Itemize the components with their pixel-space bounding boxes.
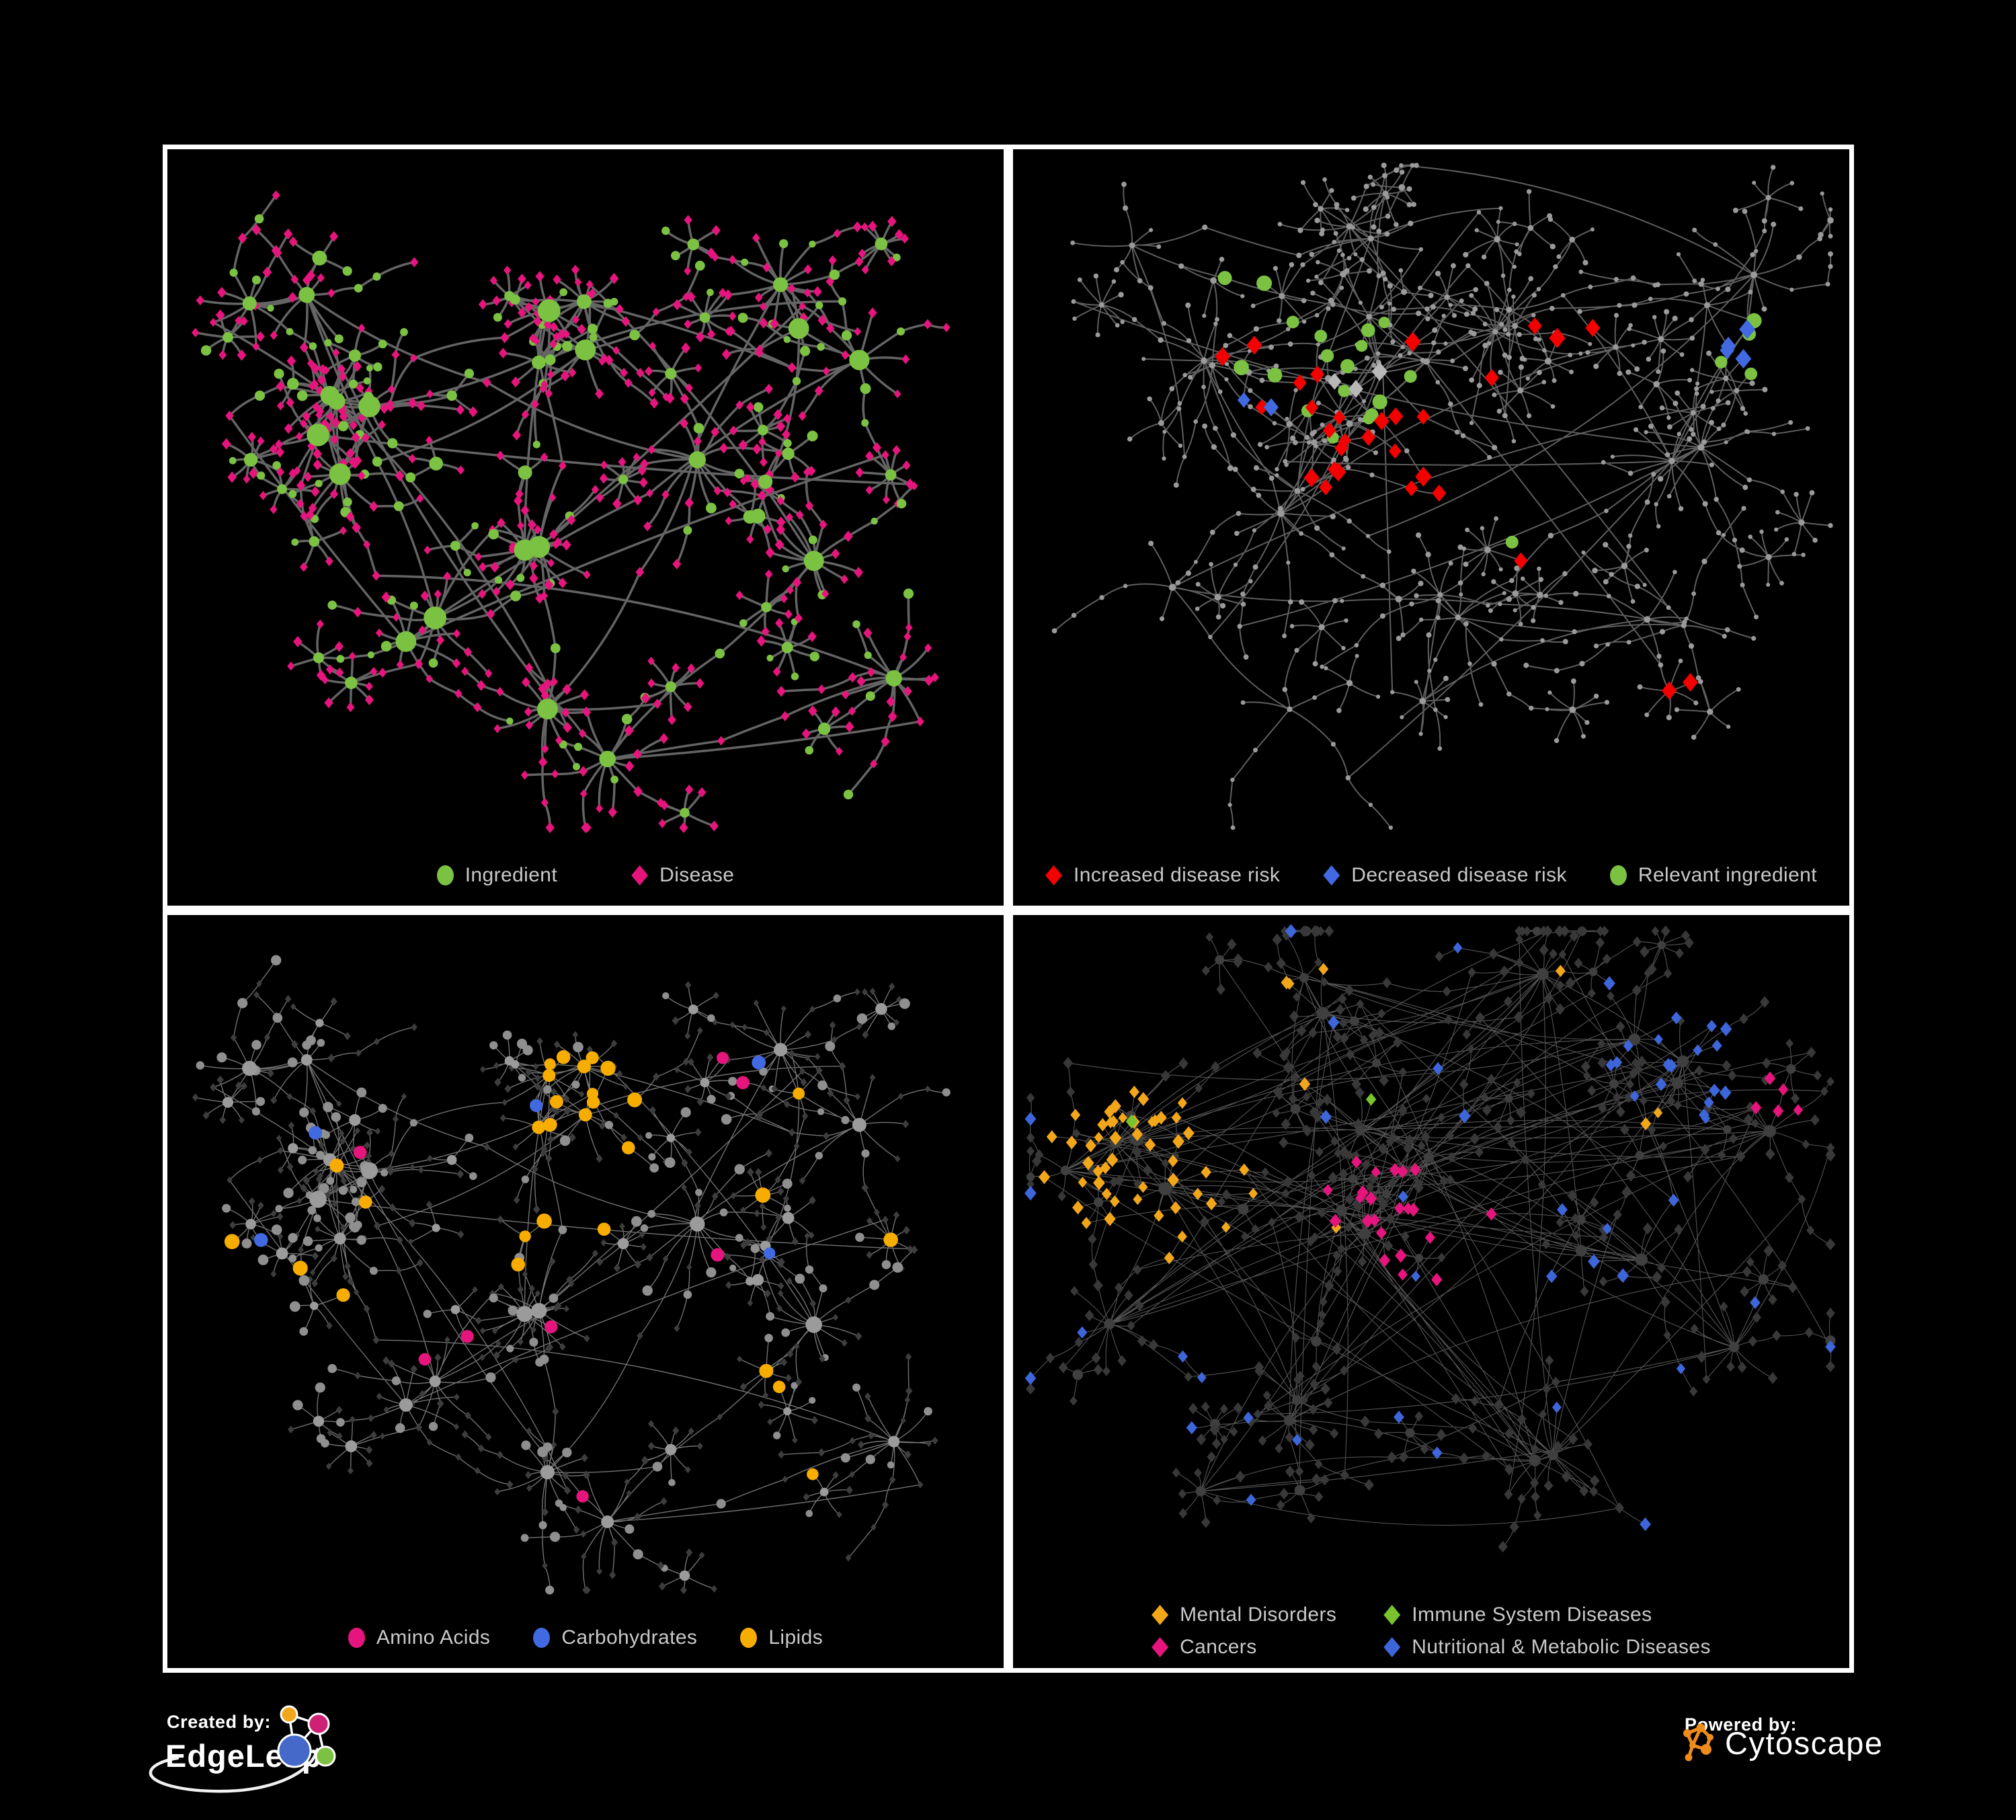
diamond-marker [1045,865,1062,885]
network-graph-disease-risk [1051,162,1834,830]
cytoscape-wordmark: Cytoscape [1725,1725,1884,1761]
legend-label: Increased disease risk [1074,864,1281,886]
panel-ingredient-class-network: Amino Acids Carbohydrates Lipids [163,910,1008,1673]
legend-item-amino-acids: Amino Acids [348,1626,490,1649]
created-by-label: Created by: [167,1712,272,1732]
circle-marker [740,1628,758,1648]
legend-item-relevant-ingredient: Relevant ingredient [1609,864,1817,887]
edgeleap-node-pink [307,1712,330,1735]
network-graph-ingredient-class [192,955,951,1595]
legend-label: Nutritional & Metabolic Diseases [1412,1636,1711,1658]
legend-label: Immune System Diseases [1412,1604,1652,1626]
legend-ingredient-disease: Ingredient Disease [167,864,1004,887]
edgeleap-node-blue [277,1733,312,1768]
legend-label: Ingredient [465,864,558,886]
diamond-marker [631,865,649,885]
diamond-marker [1383,1605,1401,1625]
legend-item-lipids: Lipids [740,1626,823,1649]
circle-marker [1609,865,1627,885]
legend-label: Cancers [1180,1636,1257,1658]
legend-disease-category: Mental Disorders Immune System Diseases Ca… [1013,1604,1849,1659]
legend-item-decreased-disease-risk: Decreased disease risk [1323,864,1567,887]
legend-item-mental-disorders: Mental Disorders [1152,1604,1336,1626]
legend-label: Decreased disease risk [1351,864,1567,886]
legend-item-cancers: Cancers [1152,1636,1336,1659]
legend-item-nutritional-metabolic-diseases: Nutritional & Metabolic Diseases [1383,1636,1711,1659]
panel-disease-risk-network: Increased disease risk Decreased disease … [1008,145,1854,910]
cytoscape-logo-icon [1683,1723,1713,1762]
circle-marker [533,1628,551,1648]
network-graph-disease-category [1024,924,1836,1553]
circle-marker [348,1628,365,1648]
legend-label: Lipids [768,1626,823,1649]
legend-item-increased-disease-risk: Increased disease risk [1045,864,1280,887]
edgeleap-node-green [315,1745,336,1767]
circle-marker [436,865,454,885]
edgeleap-node-orange [280,1705,298,1724]
legend-item-disease: Disease [631,864,734,887]
legend-label: Mental Disorders [1180,1604,1337,1626]
legend-label: Relevant ingredient [1638,864,1817,886]
legend-label: Carbohydrates [561,1626,698,1649]
diamond-marker [1152,1637,1169,1657]
cytoscape-brand: Cytoscape [1681,1723,1884,1763]
legend-disease-risk: Increased disease risk Decreased disease … [1013,864,1849,887]
legend-label: Disease [659,864,735,886]
diamond-marker [1152,1605,1169,1625]
network-graph-ingredient-disease [192,190,951,834]
legend-item-carbohydrates: Carbohydrates [533,1626,697,1649]
panel-disease-category-network: Mental Disorders Immune System Diseases Ca… [1008,910,1854,1673]
legend-label: Amino Acids [376,1626,491,1649]
diamond-marker [1323,865,1340,885]
legend-item-ingredient: Ingredient [436,864,558,887]
legend-item-immune-system-diseases: Immune System Diseases [1383,1604,1711,1626]
panel-ingredient-disease-network: Ingredient Disease [163,145,1008,910]
edgeleap-logo-icon [277,1705,336,1768]
legend-ingredient-class: Amino Acids Carbohydrates Lipids [167,1626,1004,1649]
diamond-marker [1383,1637,1401,1657]
